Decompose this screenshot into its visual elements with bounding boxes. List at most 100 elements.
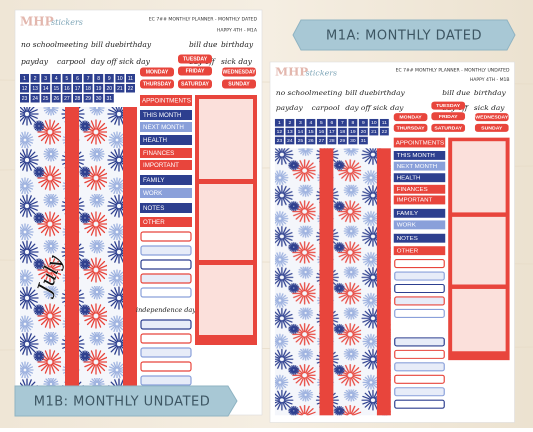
blank-box (394, 296, 445, 306)
label-sticker (393, 208, 446, 218)
label-text: HEALTH (143, 137, 167, 144)
date-square (83, 74, 93, 83)
date-number: 12 (22, 86, 28, 92)
date-number: 16 (319, 129, 325, 134)
word-sticker: birthday (119, 40, 152, 49)
date-square (104, 84, 114, 93)
date-square (30, 74, 40, 83)
label-sticker (140, 148, 192, 158)
word-sticker: birthday (474, 88, 507, 97)
date-number: 6 (76, 76, 79, 82)
date-square (83, 94, 93, 103)
day-pill (140, 67, 174, 77)
date-square (30, 84, 40, 93)
date-square (62, 74, 72, 83)
brand: MHP (275, 65, 309, 78)
date-square (83, 84, 93, 93)
date-square (104, 94, 114, 103)
date-square (285, 118, 295, 127)
day-pill (222, 79, 256, 89)
day-label: THURSDAY (143, 82, 172, 88)
label-sticker (140, 203, 192, 213)
day-label: MONDAY (399, 115, 422, 121)
date-square (94, 84, 104, 93)
tag-label: M1A: MONTHLY DATED (326, 29, 482, 44)
tag-dated: M1A: MONTHLY DATED (292, 19, 516, 51)
date-square (379, 118, 389, 127)
day-label: THURSDAY (397, 126, 426, 132)
date-square (285, 136, 295, 145)
notes-box (199, 99, 253, 179)
blank-box (394, 283, 445, 294)
day-label: SUNDAY (481, 126, 503, 132)
label-text: OTHER (397, 249, 418, 255)
date-square (306, 136, 316, 145)
date-number: 1 (23, 76, 26, 82)
date-square (316, 118, 326, 127)
date-square (126, 84, 135, 93)
label-text: APPOINTMENTS (396, 140, 444, 146)
word-sticker: payday (21, 57, 49, 66)
blank-box (394, 259, 445, 269)
date-number: 5 (66, 76, 69, 82)
label-text: OTHER (143, 219, 165, 226)
sheet-title: EC 7## MONTHLY PLANNER - MONTHLY UNDATED (396, 68, 511, 74)
date-number: 9 (108, 76, 111, 82)
date-number: 30 (96, 96, 102, 102)
date-square (274, 136, 284, 145)
label-sticker (140, 175, 192, 185)
word-sticker: bill due (345, 88, 373, 97)
date-number: 6 (331, 120, 334, 125)
blank-box (140, 333, 192, 344)
label-sticker (140, 122, 192, 132)
notes-box (452, 141, 506, 213)
date-square (337, 118, 347, 127)
label-sticker (140, 217, 192, 227)
label-text: NOTES (143, 205, 164, 212)
date-square (104, 74, 114, 83)
date-square (274, 118, 284, 127)
date-number: 16 (64, 86, 70, 92)
date-number: 13 (32, 86, 38, 92)
date-square (73, 74, 82, 83)
day-pill (474, 113, 509, 122)
day-label: TUESDAY (436, 103, 461, 109)
label-sticker (393, 233, 446, 243)
day-pill (222, 67, 256, 77)
date-number: 28 (75, 96, 81, 102)
date-number: 5 (320, 120, 323, 125)
day-pill (178, 54, 212, 64)
date-number: 18 (340, 129, 346, 134)
date-square (306, 127, 316, 136)
word-sticker: bill due (442, 88, 470, 97)
brand-sub: stickers (51, 18, 83, 27)
label-sticker (393, 195, 446, 205)
date-number: 11 (128, 76, 133, 82)
date-number: 25 (43, 96, 49, 102)
day-label: SATURDAY (181, 82, 209, 88)
date-number: 20 (107, 86, 113, 92)
date-square (126, 74, 135, 83)
date-square (62, 94, 72, 103)
date-square (94, 94, 104, 103)
date-square (41, 94, 51, 103)
word-sticker: no school (21, 40, 58, 49)
date-square (327, 136, 337, 145)
day-pill (178, 66, 212, 76)
date-number: 21 (117, 86, 123, 92)
date-square (348, 127, 358, 136)
day-pill (431, 112, 466, 121)
label-sticker (140, 95, 192, 106)
label-text: THIS MONTH (143, 112, 182, 119)
label-text: NOTES (397, 236, 418, 242)
date-square (316, 136, 326, 145)
date-number: 28 (329, 138, 335, 143)
day-label: SUNDAY (228, 82, 250, 88)
label-text: FINANCES (143, 150, 174, 157)
blank-box (394, 362, 445, 372)
day-label: MONDAY (146, 70, 169, 76)
sheet-subtitle: HAPPY 4TH - M1A (217, 28, 258, 34)
date-number: 7 (341, 120, 344, 125)
date-square (30, 94, 40, 103)
